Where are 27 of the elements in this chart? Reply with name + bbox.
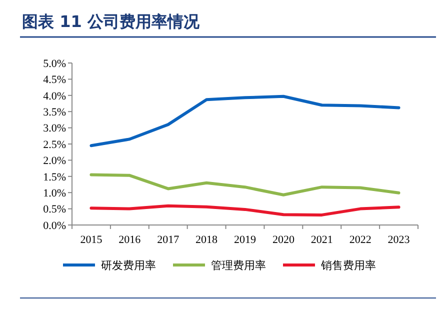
- y-tick-label: 2.0%: [43, 155, 66, 168]
- line-series: [90, 94, 400, 148]
- y-tick-label: 2.5%: [43, 138, 66, 151]
- y-tick-label: 3.0%: [43, 122, 66, 135]
- x-tick-label: 2017: [157, 234, 180, 246]
- x-tick-label: 2021: [310, 234, 333, 246]
- y-tick-label: 5.0%: [43, 58, 66, 70]
- legend-label: 销售费用率: [320, 258, 376, 272]
- legend-label: 研发费用率: [101, 258, 156, 272]
- y-tick-label: 0.0%: [43, 220, 66, 232]
- x-tick-label: 2019: [234, 234, 256, 246]
- y-tick-label: 3.5%: [43, 106, 66, 118]
- chart-title: 图表 11 公司费用率情况: [22, 12, 200, 31]
- x-tick-label: 2015: [80, 234, 103, 246]
- line-series: [90, 204, 400, 216]
- x-tick-label: 2018: [196, 234, 218, 246]
- y-tick-label: 1.0%: [43, 187, 66, 200]
- x-tick-label: 2016: [118, 234, 142, 246]
- y-tick-label: 4.5%: [43, 74, 66, 86]
- x-tick-label: 2022: [349, 234, 372, 246]
- x-tick-label: 2023: [388, 234, 410, 246]
- line-series: [90, 173, 400, 196]
- legend-label: 管理费用率: [211, 258, 266, 272]
- y-tick-label: 0.5%: [43, 204, 66, 216]
- x-tick-label: 2020: [272, 234, 295, 246]
- y-tick-label: 1.5%: [43, 171, 66, 184]
- y-tick-label: 4.0%: [43, 90, 66, 102]
